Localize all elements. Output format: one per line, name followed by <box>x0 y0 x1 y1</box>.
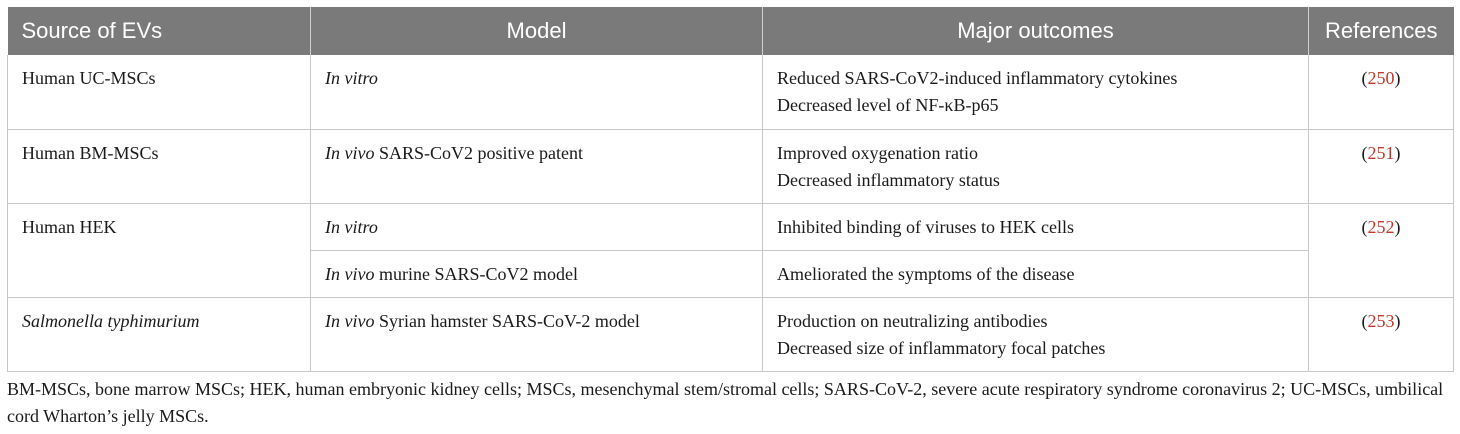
data-table: Source of EVs Model Major outcomes Refer… <box>7 7 1454 372</box>
cell-outcomes: Reduced SARS-CoV2-induced inflammatory c… <box>762 55 1309 130</box>
cell-reference: (251) <box>1308 129 1454 204</box>
table-footnote: BM-MSCs, bone marrow MSCs; HEK, human em… <box>7 379 1444 426</box>
table-row: In vivo murine SARS-CoV2 model Ameliorat… <box>8 250 1454 298</box>
cell-model: In vivo Syrian hamster SARS-CoV-2 model <box>310 297 763 372</box>
model-italic: In vivo <box>325 310 375 331</box>
model-italic: In vitro <box>325 216 378 237</box>
cell-model: In vitro <box>310 203 763 251</box>
cell-outcomes: Production on neutralizing antibodies De… <box>762 297 1309 372</box>
source-text: Salmonella typhimurium <box>22 310 200 331</box>
cell-source: Human BM-MSCs <box>7 129 311 204</box>
cell-source: Human UC-MSCs <box>7 55 311 130</box>
source-text: Human UC-MSCs <box>22 68 156 88</box>
model-italic: In vivo <box>325 142 375 163</box>
cell-outcomes: Inhibited binding of viruses to HEK cell… <box>762 203 1309 251</box>
source-text: Human BM-MSCs <box>22 142 159 163</box>
cell-outcomes: Improved oxygenation ratio Decreased inf… <box>762 129 1309 204</box>
model-rest: murine SARS-CoV2 model <box>374 263 578 284</box>
cell-source: Salmonella typhimurium <box>7 297 311 372</box>
table-row: Human HEK In vitro Inhibited binding of … <box>7 203 1454 298</box>
header-outcomes: Major outcomes <box>762 7 1309 55</box>
header-source: Source of EVs <box>7 7 311 55</box>
table-body: Human UC-MSCs In vitro Reduced SARS-CoV2… <box>7 55 1454 372</box>
cell-source: Human HEK <box>7 203 311 298</box>
header-references: References <box>1308 7 1454 55</box>
table-row: Human BM-MSCs In vivo SARS-CoV2 positive… <box>7 129 1454 204</box>
cell-reference: (252) <box>1308 203 1454 298</box>
outcome-line: Reduced SARS-CoV2-induced inflammatory c… <box>777 68 1178 88</box>
cell-model: In vitro <box>310 55 763 130</box>
table-row: Salmonella typhimurium In vivo Syrian ha… <box>7 297 1454 372</box>
reference-link[interactable]: 253 <box>1367 310 1395 331</box>
reference-link[interactable]: 251 <box>1367 142 1395 163</box>
outcome-line: Ameliorated the symptoms of the disease <box>777 263 1075 284</box>
model-rest: Syrian hamster SARS-CoV-2 model <box>374 310 640 331</box>
reference-link[interactable]: 252 <box>1367 216 1395 237</box>
cell-model: In vivo SARS-CoV2 positive patent <box>310 129 763 204</box>
header-model: Model <box>310 7 763 55</box>
outcome-line: Improved oxygenation ratio <box>777 142 978 163</box>
header-row: Source of EVs Model Major outcomes Refer… <box>7 7 1454 55</box>
cell-outcomes: Ameliorated the symptoms of the disease <box>762 250 1309 298</box>
cell-model: In vivo murine SARS-CoV2 model <box>310 250 763 298</box>
cell-reference: (250) <box>1308 55 1454 130</box>
model-italic: In vitro <box>325 68 378 88</box>
reference-link[interactable]: 250 <box>1367 68 1395 88</box>
model-rest: SARS-CoV2 positive patent <box>374 142 583 163</box>
outcome-line: Decreased level of NF-κB-p65 <box>777 95 999 115</box>
outcome-line: Production on neutralizing antibodies <box>777 310 1048 331</box>
model-italic: In vivo <box>325 263 375 284</box>
table-header: Source of EVs Model Major outcomes Refer… <box>7 7 1454 55</box>
outcome-line: Decreased size of inflammatory focal pat… <box>777 337 1106 358</box>
cell-reference: (253) <box>1308 297 1454 372</box>
source-text: Human HEK <box>22 216 117 237</box>
outcome-line: Inhibited binding of viruses to HEK cell… <box>777 216 1074 237</box>
outcome-line: Decreased inflammatory status <box>777 169 1000 190</box>
table-row: Human UC-MSCs In vitro Reduced SARS-CoV2… <box>7 55 1454 130</box>
table-container: Source of EVs Model Major outcomes Refer… <box>7 7 1454 372</box>
